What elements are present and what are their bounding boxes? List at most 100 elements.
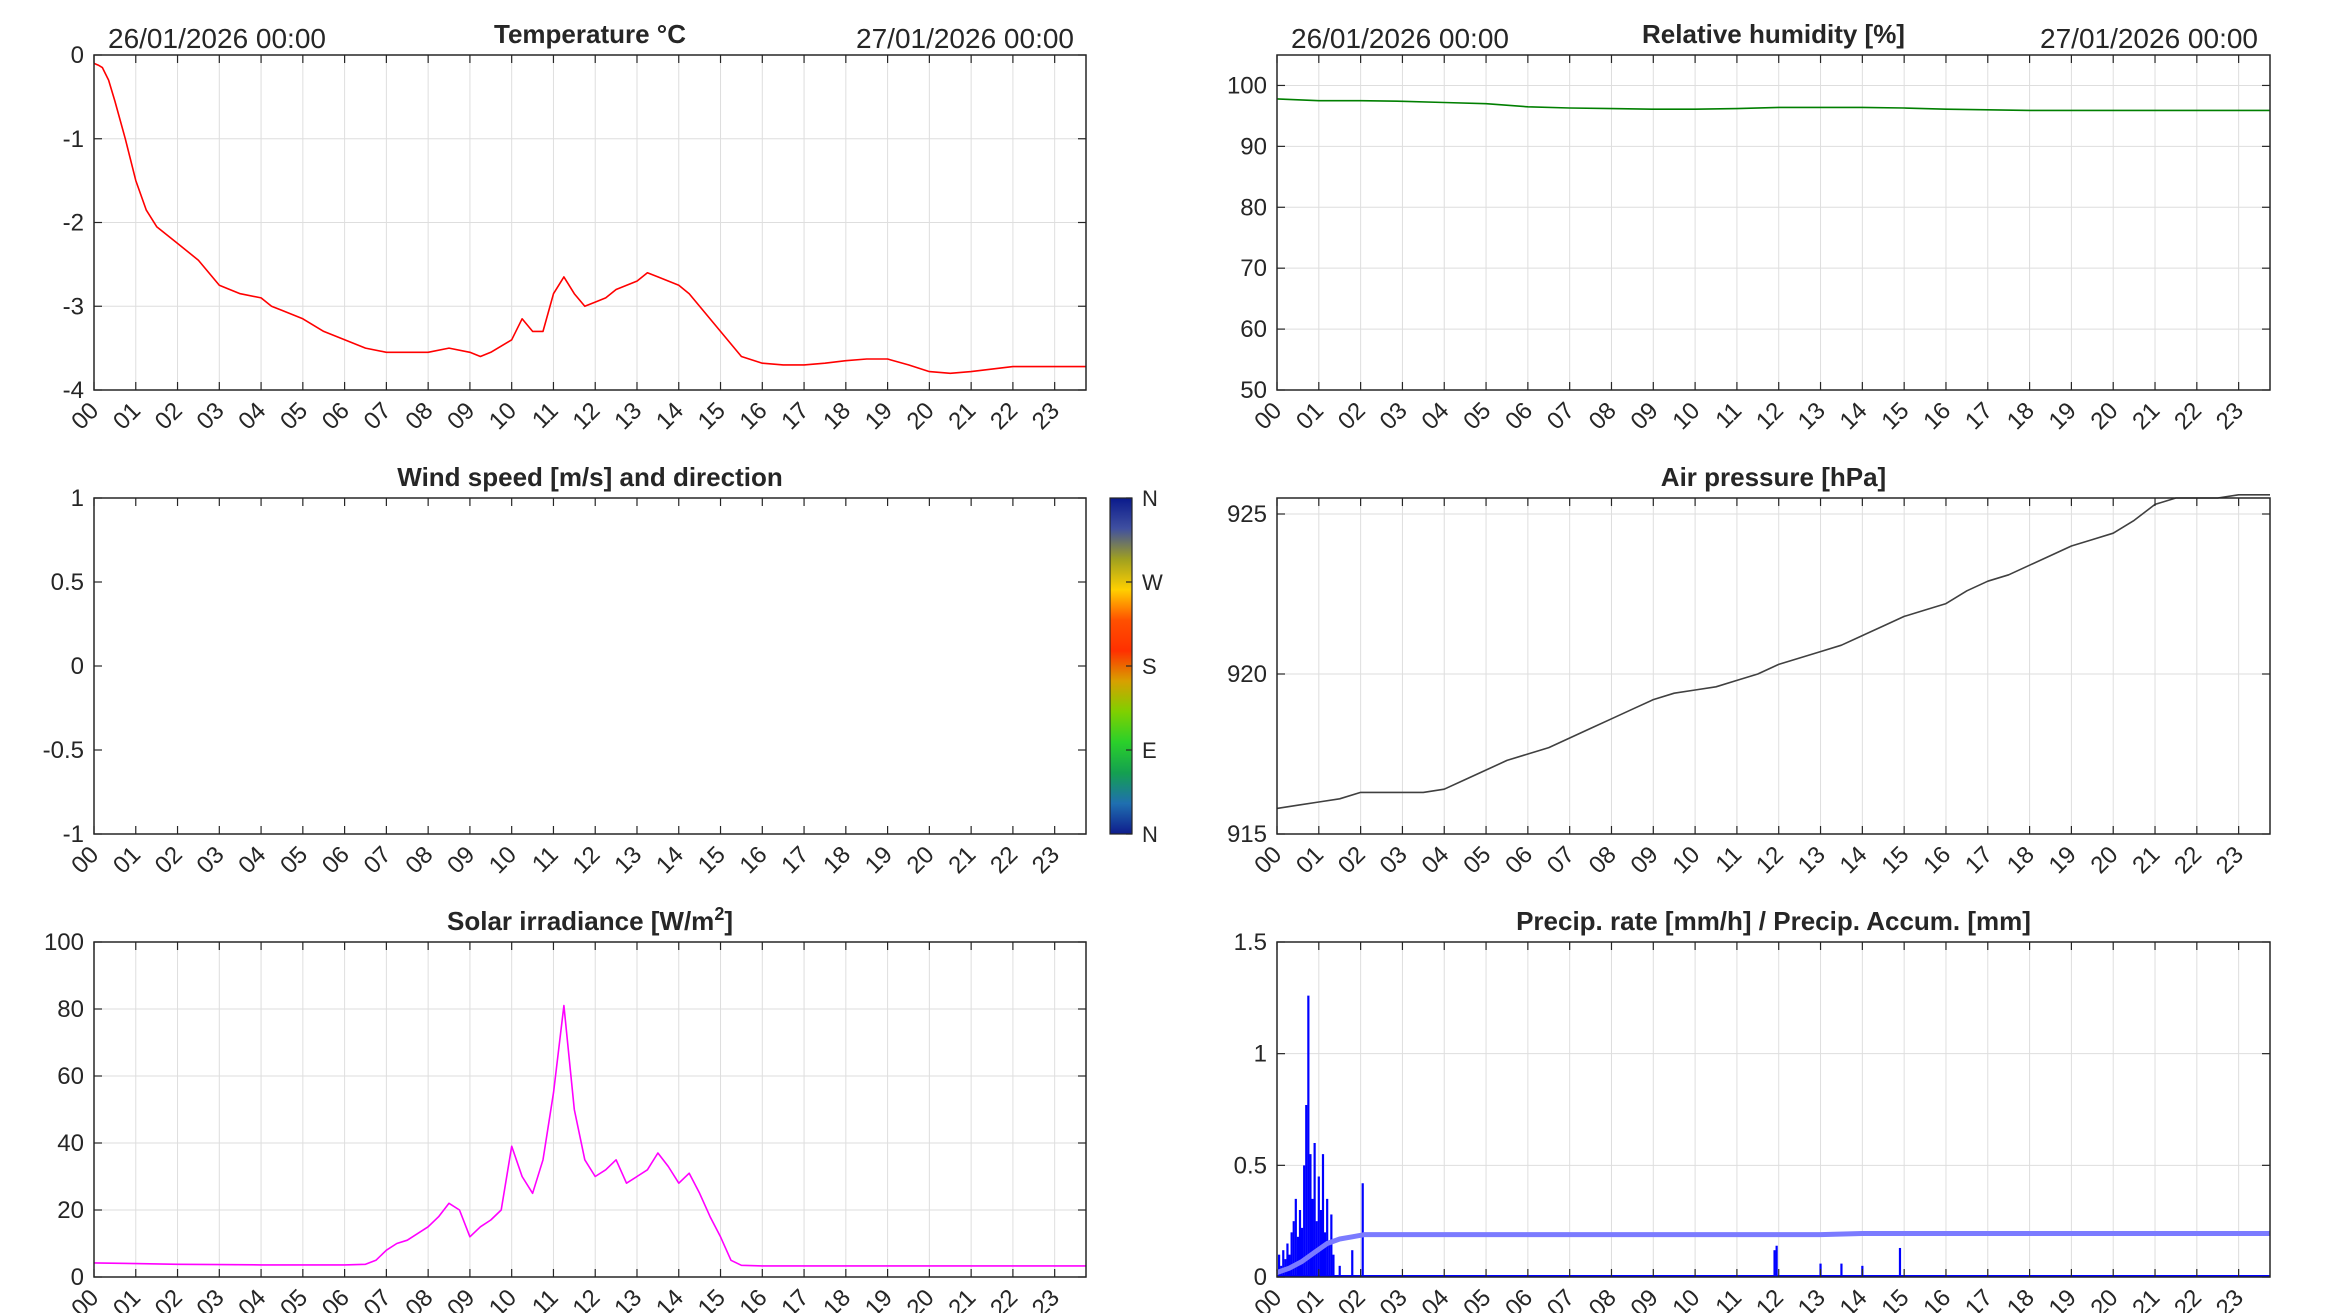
solar-xtick-label: 23: [1027, 1284, 1065, 1313]
humidity-xtick-label: 19: [2044, 397, 2082, 435]
humidity-ytick-label: 60: [1240, 316, 1267, 343]
precip-ytick-label: 0.5: [1234, 1152, 1267, 1179]
temp-xtick-label: 18: [818, 397, 856, 435]
precip-xtick-label: 04: [1417, 1284, 1455, 1313]
humidity-xtick-label: 08: [1584, 397, 1622, 435]
temp-xtick-label: 23: [1027, 397, 1065, 435]
wind-xtick-label: 03: [192, 841, 230, 879]
solar-ytick-label: 0: [71, 1264, 84, 1291]
precip-ytick-label: 1: [1254, 1041, 1267, 1068]
wind-xtick-label: 22: [985, 841, 1023, 879]
solar-xtick-label: 03: [192, 1284, 230, 1313]
precip-xtick-label: 07: [1542, 1284, 1580, 1313]
precip-xtick-label: 19: [2044, 1284, 2082, 1313]
precip-ytick-label: 0: [1254, 1264, 1267, 1291]
pressure-xtick-label: 22: [2169, 841, 2207, 879]
precip-xtick-label: 06: [1500, 1284, 1538, 1313]
temp-xtick-label: 16: [735, 397, 773, 435]
humidity-ytick-label: 50: [1240, 377, 1267, 404]
precip-xtick-label: 08: [1584, 1284, 1622, 1313]
humidity-xtick-label: 06: [1500, 397, 1538, 435]
wind-xtick-label: 02: [150, 841, 188, 879]
wind-xtick-label: 17: [776, 841, 814, 879]
wind-title: Wind speed [m/s] and direction: [397, 462, 782, 492]
wind-xtick-label: 20: [902, 841, 940, 879]
wind-xtick-label: 18: [818, 841, 856, 879]
wind-ytick-label: -0.5: [43, 737, 84, 764]
solar-xtick-label: 14: [651, 1284, 689, 1313]
humidity-xtick-label: 12: [1751, 397, 1789, 435]
precip-xtick-label: 16: [1918, 1284, 1956, 1313]
solar-ytick-label: 80: [57, 996, 84, 1023]
temp-xtick-label: 19: [860, 397, 898, 435]
wind-xtick-label: 09: [442, 841, 480, 879]
wind-xtick-label: 23: [1027, 841, 1065, 879]
solar-xtick-label: 12: [567, 1284, 605, 1313]
precip-xtick-label: 23: [2211, 1284, 2249, 1313]
colorbar-label: N: [1142, 486, 1158, 511]
temp-xtick-label: 15: [693, 397, 731, 435]
precip-xtick-label: 14: [1835, 1284, 1873, 1313]
pressure-xtick-label: 12: [1751, 841, 1789, 879]
pressure-series-line-0: [1276, 494, 2270, 810]
precip-xtick-label: 05: [1458, 1284, 1496, 1313]
pressure-xtick-label: 16: [1918, 841, 1956, 879]
temp-xtick-label: 14: [651, 397, 689, 435]
humidity-date-start: 26/01/2026 00:00: [1291, 23, 1509, 54]
solar-xtick-label: 04: [233, 1284, 271, 1313]
humidity-date-end: 27/01/2026 00:00: [2040, 23, 2258, 54]
precip-xtick-label: 01: [1291, 1284, 1329, 1313]
wind-xtick-label: 15: [693, 841, 731, 879]
pressure-xtick-label: 09: [1626, 841, 1664, 879]
solar-xtick-label: 02: [150, 1284, 188, 1313]
precip-xtick-label: 09: [1626, 1284, 1664, 1313]
solar-title: Solar irradiance [W/m2]: [447, 904, 733, 936]
pressure-xtick-label: 13: [1793, 841, 1831, 879]
wind-ytick-label: 1: [71, 485, 84, 512]
precip-xtick-label: 12: [1751, 1284, 1789, 1313]
humidity-xtick-label: 04: [1417, 397, 1455, 435]
temp-xtick-label: 20: [902, 397, 940, 435]
colorbar-label: W: [1142, 570, 1163, 595]
precip-xtick-label: 02: [1333, 1284, 1371, 1313]
temp-xtick-label: 13: [609, 397, 647, 435]
humidity-xtick-label: 07: [1542, 397, 1580, 435]
pressure-xtick-label: 07: [1542, 841, 1580, 879]
pressure-xtick-label: 15: [1876, 841, 1914, 879]
humidity-ytick-label: 80: [1240, 194, 1267, 221]
solar-xtick-label: 20: [902, 1284, 940, 1313]
solar-xtick-label: 09: [442, 1284, 480, 1313]
pressure-xtick-label: 11: [1710, 841, 1747, 878]
pressure-xtick-label: 17: [1960, 841, 1998, 879]
humidity-xtick-label: 18: [2002, 397, 2040, 435]
humidity-xtick-label: 15: [1876, 397, 1914, 435]
solar-ytick-label: 40: [57, 1130, 84, 1157]
temp-xtick-label: 06: [317, 397, 355, 435]
wind-xtick-label: 19: [860, 841, 898, 879]
solar-xtick-label: 07: [359, 1284, 397, 1313]
pressure-xtick-label: 03: [1375, 841, 1413, 879]
humidity-xtick-label: 23: [2211, 397, 2249, 435]
temp-ytick-label: -2: [63, 210, 84, 237]
temp-xtick-label: 02: [150, 397, 188, 435]
wind-xtick-label: 13: [609, 841, 647, 879]
wind-xtick-label: 21: [943, 841, 981, 879]
humidity-xtick-label: 14: [1835, 397, 1873, 435]
pressure-xtick-label: 08: [1584, 841, 1622, 879]
humidity-xtick-label: 11: [1710, 397, 1747, 434]
humidity-series-line-0: [1276, 98, 2270, 112]
precip-title: Precip. rate [mm/h] / Precip. Accum. [mm…: [1516, 906, 2031, 936]
solar-xtick-label: 06: [317, 1284, 355, 1313]
humidity-xtick-label: 17: [1960, 397, 1998, 435]
colorbar-label: N: [1142, 822, 1158, 847]
humidity-xtick-label: 16: [1918, 397, 1956, 435]
humidity-xtick-label: 09: [1626, 397, 1664, 435]
humidity-xtick-label: 22: [2169, 397, 2207, 435]
solar-xtick-label: 21: [943, 1284, 981, 1313]
wind-xtick-label: 08: [400, 841, 438, 879]
wind-xtick-label: 06: [317, 841, 355, 879]
temp-xtick-label: 22: [985, 397, 1023, 435]
frame-layer: [93, 54, 2271, 1278]
temp-ytick-label: 0: [71, 42, 84, 69]
